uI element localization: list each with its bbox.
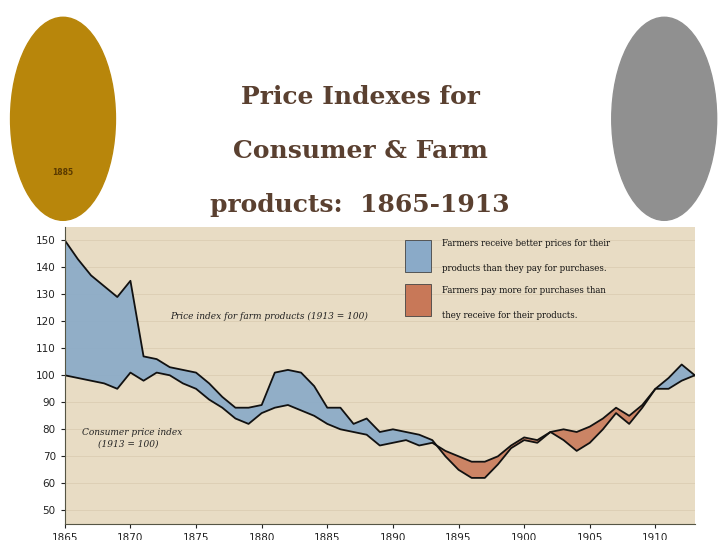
Circle shape: [612, 17, 716, 220]
Circle shape: [633, 58, 696, 179]
Text: Price index for farm products (1913 = 100): Price index for farm products (1913 = 10…: [170, 312, 368, 321]
Text: Consumer & Farm: Consumer & Farm: [233, 139, 487, 163]
Circle shape: [616, 26, 712, 212]
Circle shape: [32, 58, 94, 179]
Text: Price Indexes for: Price Indexes for: [240, 85, 480, 109]
Circle shape: [11, 17, 115, 220]
Circle shape: [622, 37, 706, 201]
Text: 1885: 1885: [53, 168, 73, 177]
Text: (1913 = 100): (1913 = 100): [98, 440, 158, 449]
Text: products:  1865-1913: products: 1865-1913: [210, 193, 510, 217]
Text: Consumer price index: Consumer price index: [82, 428, 182, 437]
Circle shape: [15, 26, 111, 212]
Circle shape: [21, 37, 105, 201]
